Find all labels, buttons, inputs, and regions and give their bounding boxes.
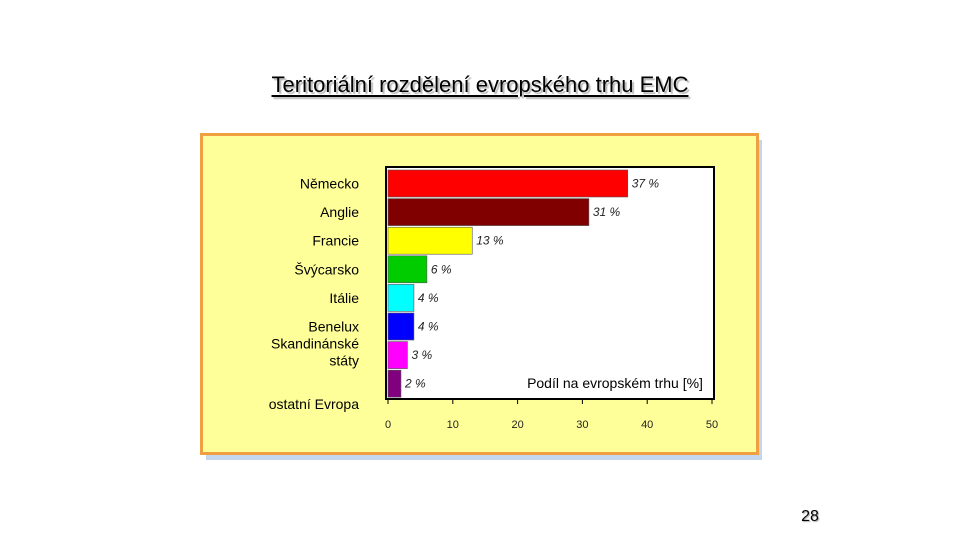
value-label-1: 31 % <box>593 205 621 219</box>
category-label-7: ostatní Evropa <box>269 396 359 412</box>
bar-4 <box>387 284 415 312</box>
category-label-5: Benelux <box>308 319 359 335</box>
value-label-3: 6 % <box>431 262 452 276</box>
page-number: 28 <box>801 508 819 525</box>
category-label-1: Anglie <box>320 204 359 220</box>
x-tick-label-1: 10 <box>447 419 459 431</box>
bar-2 <box>387 226 473 255</box>
category-label-4: Itálie <box>329 290 359 306</box>
x-axis-title: Podíl na evropském trhu [%] <box>527 375 703 391</box>
bar-7 <box>387 369 402 398</box>
category-label-2: Francie <box>312 233 359 249</box>
value-label-0: 37 % <box>632 177 660 191</box>
x-tick-label-2: 20 <box>511 419 523 431</box>
bar-3 <box>387 255 428 284</box>
value-label-5: 4 % <box>418 320 439 334</box>
x-tick-label-0: 0 <box>385 419 391 431</box>
value-label-2: 13 % <box>476 234 504 248</box>
x-tick-label-3: 30 <box>576 419 588 431</box>
bar-0 <box>387 169 629 198</box>
slide-title: Teritoriální rozdělení evropského trhu E… <box>271 72 689 97</box>
bar-5 <box>387 312 415 341</box>
category-label-0: Německo <box>300 176 359 192</box>
category-label-6: Skandinánské státy <box>271 336 359 369</box>
x-tick-label-5: 50 <box>706 419 718 431</box>
bar-6 <box>387 341 408 369</box>
value-label-6: 3 % <box>411 348 432 362</box>
value-label-7: 2 % <box>404 377 426 391</box>
category-label-3: Švýcarsko <box>294 261 359 277</box>
x-tick-label-4: 40 <box>641 419 653 431</box>
value-label-4: 4 % <box>418 291 439 305</box>
bar-1 <box>387 198 590 226</box>
